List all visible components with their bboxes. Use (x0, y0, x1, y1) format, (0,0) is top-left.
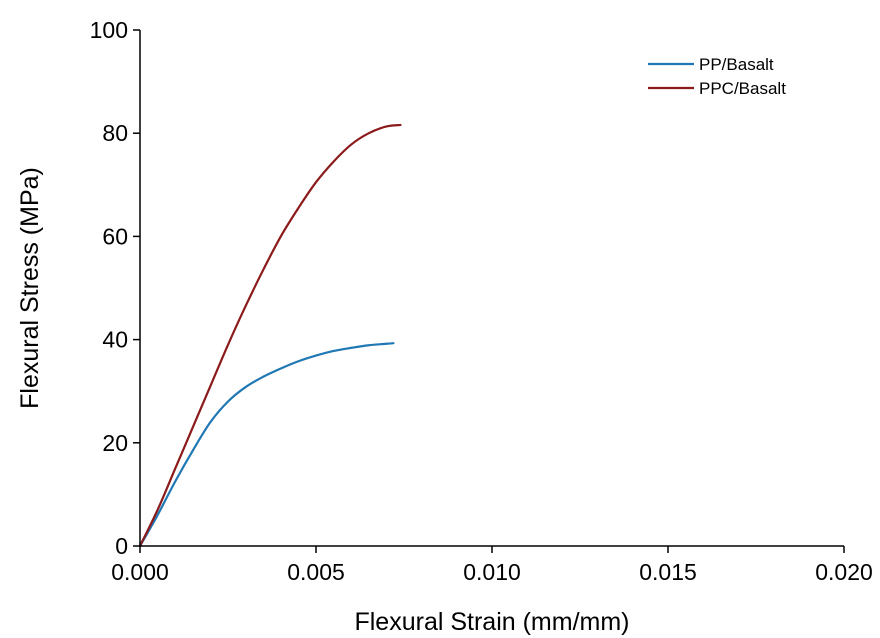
series-line-pp-basalt (138, 342, 395, 548)
y-tick-label: 100 (90, 17, 128, 43)
x-tick-label: 0.010 (463, 559, 521, 585)
series-line-ppc-basalt (138, 123, 402, 548)
y-tick-label: 60 (102, 223, 128, 249)
x-axis-title: Flexural Strain (mm/mm) (354, 608, 629, 636)
y-tick-label: 20 (102, 430, 128, 456)
y-tick-label: 0 (115, 533, 128, 559)
legend-label-ppc-basalt: PPC/Basalt (699, 79, 786, 98)
legend-label-pp-basalt: PP/Basalt (699, 55, 774, 74)
y-tick-label: 80 (102, 120, 128, 146)
x-tick-label: 0.000 (111, 559, 169, 585)
legend: PP/Basalt PPC/Basalt (648, 55, 786, 98)
series-layer (138, 123, 402, 548)
x-tick-label: 0.020 (815, 559, 873, 585)
y-tick-label: 40 (102, 327, 128, 353)
y-axis-title: Flexural Stress (MPa) (16, 167, 44, 409)
x-tick-label: 0.015 (639, 559, 697, 585)
x-tick-label: 0.005 (287, 559, 345, 585)
axes: 0.000 0.005 0.010 0.015 0.020 0 20 40 60 80 100 (90, 17, 873, 585)
